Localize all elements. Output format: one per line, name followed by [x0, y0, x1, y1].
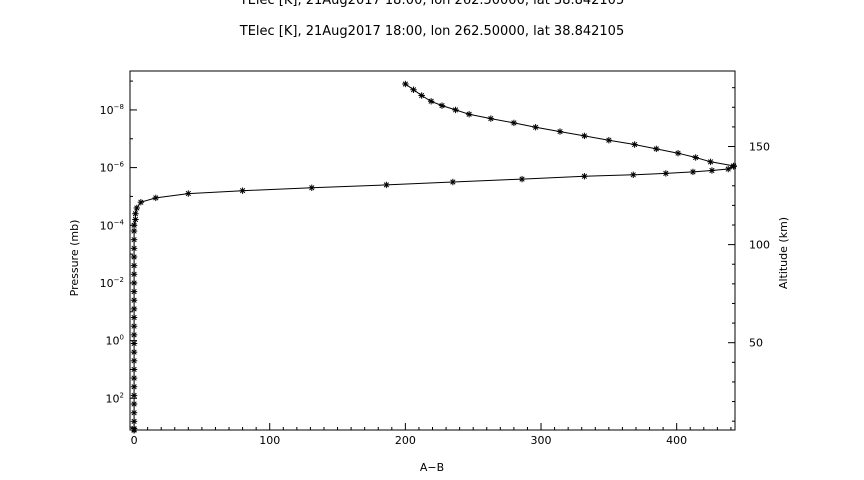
data-point-marker	[308, 184, 315, 191]
x-axis-label: A−B	[420, 461, 444, 474]
data-point-marker	[130, 383, 138, 390]
y-axis-label: Pressure (mb)	[68, 220, 81, 297]
data-point-marker	[418, 92, 425, 99]
data-point-marker	[130, 279, 138, 287]
data-point-marker	[402, 80, 409, 88]
data-point-marker	[410, 86, 417, 93]
data-point-marker	[130, 409, 138, 416]
data-point-marker	[132, 210, 139, 217]
series-line	[402, 80, 737, 170]
data-point-marker	[130, 222, 138, 229]
axis-ticks: 0 100 200 300 400 10−8 10−6 10−4 10−2 100 102 150 10…	[100, 80, 770, 447]
data-point-marker	[152, 194, 159, 202]
data-point-marker	[449, 178, 457, 186]
data-point-marker	[630, 171, 637, 179]
series-path	[405, 83, 734, 167]
data-point-marker	[130, 400, 138, 408]
data-point-marker	[130, 253, 138, 261]
data-point-marker	[518, 175, 526, 183]
data-point-marker	[130, 236, 138, 243]
data-point-marker	[653, 145, 660, 153]
data-point-marker	[674, 149, 682, 157]
series-path	[133, 165, 734, 430]
data-point-marker	[132, 216, 139, 223]
data-point-marker	[130, 366, 138, 373]
data-point-marker	[130, 374, 138, 382]
data-point-marker	[130, 418, 138, 425]
y-tick-label: 10−8	[100, 103, 124, 117]
data-point-marker	[689, 168, 697, 176]
data-point-marker	[510, 119, 518, 127]
y2-tick-label: 50	[749, 337, 763, 350]
data-point-marker	[581, 132, 588, 140]
data-point-marker	[130, 392, 138, 399]
x-tick-label: 300	[531, 434, 552, 447]
chart-title-top: TElec [K], 21Aug2017 18:00, lon 262.5000…	[239, 0, 624, 8]
data-point-marker	[185, 190, 192, 197]
x-tick-label: 100	[259, 434, 280, 447]
y-tick-label: 10−6	[100, 161, 125, 175]
data-point-marker	[707, 158, 714, 166]
data-point-marker	[130, 340, 138, 347]
data-point-marker	[130, 322, 138, 330]
data-point-marker	[708, 167, 716, 174]
data-point-marker	[730, 162, 737, 170]
data-point-marker	[137, 199, 145, 206]
data-point-marker	[605, 137, 613, 144]
data-point-marker	[133, 204, 140, 212]
data-point-marker	[130, 271, 138, 278]
data-point-marker	[130, 348, 138, 356]
data-point-marker	[130, 288, 138, 295]
x-tick-label: 0	[131, 434, 138, 447]
data-point-marker	[130, 297, 138, 304]
x-tick-label: 200	[395, 434, 416, 447]
x-tick-label: 400	[666, 434, 687, 447]
data-point-marker	[130, 314, 138, 321]
y-tick-label: 102	[106, 391, 124, 405]
data-point-marker	[581, 173, 588, 180]
y-tick-label: 10−2	[100, 276, 124, 290]
data-series	[130, 80, 737, 434]
data-point-marker	[130, 227, 138, 235]
data-point-marker	[452, 106, 459, 114]
data-point-marker	[130, 262, 138, 269]
data-point-marker	[383, 181, 390, 189]
data-point-marker	[556, 128, 564, 135]
y-tick-label: 100	[106, 334, 124, 348]
data-point-marker	[465, 111, 473, 118]
y2-tick-label: 100	[749, 239, 770, 252]
chart-title: TElec [K], 21Aug2017 18:00, lon 262.5000…	[239, 24, 624, 39]
y2-tick-label: 150	[749, 141, 770, 154]
data-point-marker	[631, 141, 638, 148]
data-point-marker	[130, 245, 138, 252]
data-point-marker	[130, 305, 138, 313]
y-tick-label: 10−4	[100, 218, 125, 232]
data-point-marker	[692, 154, 699, 161]
data-point-marker	[427, 98, 435, 105]
data-point-marker	[438, 102, 446, 109]
y2-axis-label: Altitude (km)	[777, 217, 790, 289]
data-point-marker	[532, 124, 539, 131]
data-point-marker	[239, 187, 246, 194]
series-line	[130, 163, 737, 434]
data-point-marker	[130, 331, 138, 339]
data-point-marker	[725, 165, 732, 173]
data-point-marker	[130, 426, 138, 434]
data-point-marker	[662, 170, 670, 177]
plot-frame	[129, 70, 736, 431]
data-point-marker	[487, 115, 495, 122]
data-point-marker	[130, 357, 138, 364]
